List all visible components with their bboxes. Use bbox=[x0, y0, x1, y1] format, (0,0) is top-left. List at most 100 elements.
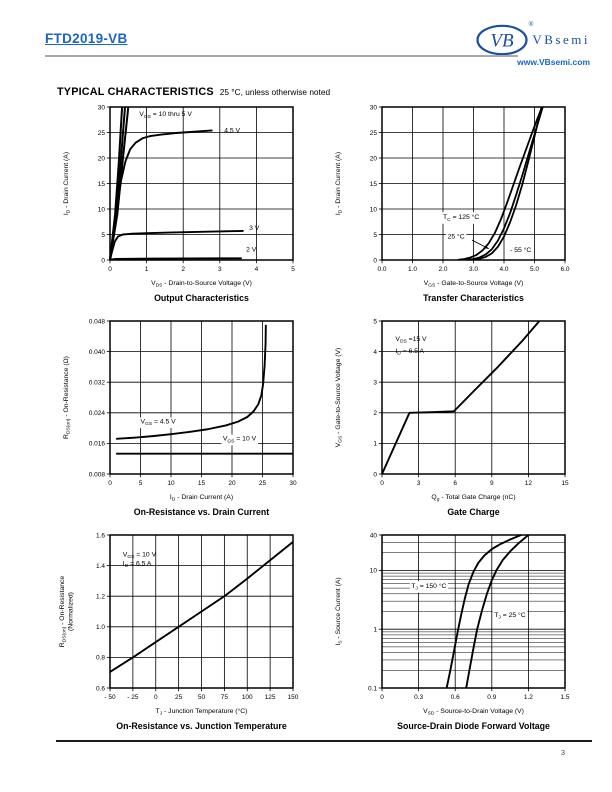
svg-text:0: 0 bbox=[380, 694, 384, 701]
svg-text:6: 6 bbox=[453, 480, 457, 487]
svg-text:Transfer Characteristics: Transfer Characteristics bbox=[423, 293, 524, 303]
svg-text:0.048: 0.048 bbox=[89, 318, 106, 325]
vbsemi-logo-block: VB ® VBsemi www.VBsemi.com bbox=[476, 21, 590, 67]
chart-output-characteristics: 0 1 2 3 4 5 0 5 10 15 20 25 30 VDS - Drain-to-Source … bbox=[56, 100, 306, 307]
svg-text:1.6: 1.6 bbox=[96, 532, 105, 539]
svg-text:Source-Drain Diode Forward Vol: Source-Drain Diode Forward Voltage bbox=[397, 721, 550, 731]
svg-text:50: 50 bbox=[198, 694, 206, 701]
svg-text:0: 0 bbox=[373, 471, 377, 478]
chart-on-resistance-vs-drain-current-canvas: 0 5 10 15 20 25 30 0.008 0.016 0.024 0.032 0.040 0.0… bbox=[63, 318, 297, 517]
chart-on-resistance-vs-junction-temperature-canvas: - 50 - 25 0 25 50 75 100 125 150 0.6 0.8 1.0 1.2 1.4 1… bbox=[59, 532, 299, 731]
svg-text:30: 30 bbox=[98, 104, 106, 111]
svg-text:Gate Charge: Gate Charge bbox=[447, 507, 499, 517]
svg-text:0.016: 0.016 bbox=[89, 441, 106, 448]
svg-text:30: 30 bbox=[370, 104, 378, 111]
svg-text:RDS(on) - On-Resistance (Ω): RDS(on) - On-Resistance (Ω) bbox=[63, 356, 72, 439]
svg-text:2: 2 bbox=[373, 410, 377, 417]
svg-text:1.0: 1.0 bbox=[96, 624, 105, 631]
svg-text:5.0: 5.0 bbox=[530, 266, 539, 273]
svg-text:RDS(on) - On-Resistance: RDS(on) - On-Resistance bbox=[59, 576, 68, 648]
svg-text:ID = 6.5 A: ID = 6.5 A bbox=[123, 561, 152, 570]
svg-text:1.2: 1.2 bbox=[524, 694, 533, 701]
svg-text:6.0: 6.0 bbox=[560, 266, 569, 273]
logo-brand-text: VBsemi bbox=[532, 32, 590, 47]
svg-text:3 V: 3 V bbox=[249, 225, 260, 232]
svg-text:3: 3 bbox=[218, 266, 222, 273]
section-subtitle: 25 °C, unless otherwise noted bbox=[219, 87, 331, 97]
svg-text:VB: VB bbox=[491, 31, 515, 52]
vbsemi-url-link[interactable]: www.VBsemi.com bbox=[517, 57, 590, 67]
chart-output-characteristics-canvas: 0 1 2 3 4 5 0 5 10 15 20 25 30 VDS - Drain-to-Source … bbox=[63, 104, 295, 303]
svg-text:3: 3 bbox=[417, 480, 421, 487]
svg-text:10: 10 bbox=[98, 206, 106, 213]
svg-text:2.0: 2.0 bbox=[438, 266, 447, 273]
svg-text:100: 100 bbox=[242, 694, 253, 701]
svg-text:IS - Source Current (A): IS - Source Current (A) bbox=[335, 577, 344, 645]
svg-text:25: 25 bbox=[98, 130, 106, 137]
svg-text:15: 15 bbox=[561, 480, 569, 487]
svg-text:0.6: 0.6 bbox=[451, 694, 460, 701]
svg-text:VGS - Gate-to-Source Voltage (: VGS - Gate-to-Source Voltage (V) bbox=[424, 280, 524, 289]
svg-text:1: 1 bbox=[145, 266, 149, 273]
svg-text:0.8: 0.8 bbox=[96, 655, 105, 662]
chart-source-drain-diode-forward-voltage: 0 0.3 0.6 0.9 1.2 1.5 0.1 1 10 40 VSD - Source-to-… bbox=[328, 528, 578, 735]
vbsemi-logo-icon: VB ® bbox=[476, 21, 533, 56]
svg-text:(Normalized): (Normalized) bbox=[68, 592, 75, 631]
chart-source-drain-diode-forward-voltage-canvas: 0 0.3 0.6 0.9 1.2 1.5 0.1 1 10 40 VSD - Source-to-… bbox=[335, 532, 570, 731]
svg-text:2: 2 bbox=[181, 266, 185, 273]
svg-text:0.9: 0.9 bbox=[487, 694, 496, 701]
svg-text:5: 5 bbox=[373, 232, 377, 239]
svg-text:125: 125 bbox=[265, 694, 276, 701]
svg-text:- 50: - 50 bbox=[104, 694, 116, 701]
chart-on-resistance-vs-junction-temperature: - 50 - 25 0 25 50 75 100 125 150 0.6 0.8 1.0 1.2 1.4 1… bbox=[56, 528, 306, 735]
svg-text:- 55 °C: - 55 °C bbox=[510, 246, 531, 254]
svg-text:VGS - Gate-to-Source Voltage (: VGS - Gate-to-Source Voltage (V) bbox=[335, 348, 344, 448]
svg-text:0.024: 0.024 bbox=[89, 410, 106, 417]
svg-text:4.5 V: 4.5 V bbox=[224, 128, 240, 135]
svg-text:TC = 125 °C: TC = 125 °C bbox=[443, 213, 479, 223]
chart-gate-charge: 0 3 6 9 12 15 0 1 2 3 4 5 Qg - Total Gate Charge (nC… bbox=[328, 314, 578, 521]
svg-text:5: 5 bbox=[291, 266, 295, 273]
svg-text:TJ - Junction Temperature (°C): TJ - Junction Temperature (°C) bbox=[156, 707, 248, 717]
svg-text:0.032: 0.032 bbox=[89, 380, 106, 387]
svg-text:TJ = 25 °C: TJ = 25 °C bbox=[494, 611, 526, 621]
svg-text:20: 20 bbox=[98, 155, 106, 162]
registered-trademark-symbol: ® bbox=[528, 21, 534, 28]
svg-text:1.0: 1.0 bbox=[408, 266, 417, 273]
svg-text:2 V: 2 V bbox=[246, 246, 257, 253]
svg-text:10: 10 bbox=[167, 480, 175, 487]
svg-text:1: 1 bbox=[373, 627, 377, 634]
svg-text:4.0: 4.0 bbox=[499, 266, 508, 273]
svg-text:1.2: 1.2 bbox=[96, 594, 105, 601]
svg-text:3.0: 3.0 bbox=[469, 266, 478, 273]
svg-text:5: 5 bbox=[139, 480, 143, 487]
svg-text:25: 25 bbox=[259, 480, 267, 487]
charts-grid: 0 1 2 3 4 5 0 5 10 15 20 25 30 VDS - Drain-to-Source … bbox=[56, 100, 578, 735]
chart-on-resistance-vs-drain-current: 0 5 10 15 20 25 30 0.008 0.016 0.024 0.032 0.040 0.0… bbox=[56, 314, 306, 521]
part-number-link[interactable]: FTD2019-VB bbox=[45, 31, 128, 46]
svg-text:20: 20 bbox=[228, 480, 236, 487]
header-divider bbox=[45, 55, 518, 57]
svg-text:150: 150 bbox=[288, 694, 299, 701]
svg-text:ID - Drain Current (A): ID - Drain Current (A) bbox=[63, 152, 72, 215]
chart-transfer-characteristics: 0.0 1.0 2.0 3.0 4.0 5.0 6.0 0 5 10 15 20 25 30 VGS - G… bbox=[328, 100, 578, 307]
svg-text:15: 15 bbox=[370, 181, 378, 188]
svg-text:5: 5 bbox=[373, 318, 377, 325]
page-number: 3 bbox=[560, 748, 565, 757]
svg-text:0.6: 0.6 bbox=[96, 685, 105, 692]
svg-text:VGS = 10 V: VGS = 10 V bbox=[123, 551, 157, 560]
svg-text:25: 25 bbox=[175, 694, 183, 701]
svg-text:9: 9 bbox=[490, 480, 494, 487]
svg-text:0.3: 0.3 bbox=[414, 694, 423, 701]
svg-text:0.1: 0.1 bbox=[368, 685, 377, 692]
svg-text:10: 10 bbox=[370, 568, 378, 575]
svg-text:VSD - Source-to-Drain Voltage: VSD - Source-to-Drain Voltage (V) bbox=[423, 708, 524, 717]
svg-text:On-Resistance vs. Drain Curren: On-Resistance vs. Drain Current bbox=[134, 507, 269, 517]
svg-text:0.0: 0.0 bbox=[377, 266, 386, 273]
svg-text:4: 4 bbox=[373, 349, 377, 356]
svg-text:Qg - Total Gate Charge (nC): Qg - Total Gate Charge (nC) bbox=[431, 494, 515, 503]
svg-text:25 °C: 25 °C bbox=[448, 233, 465, 241]
svg-text:25: 25 bbox=[370, 130, 378, 137]
svg-text:VGS = 4.5 V: VGS = 4.5 V bbox=[141, 419, 177, 428]
